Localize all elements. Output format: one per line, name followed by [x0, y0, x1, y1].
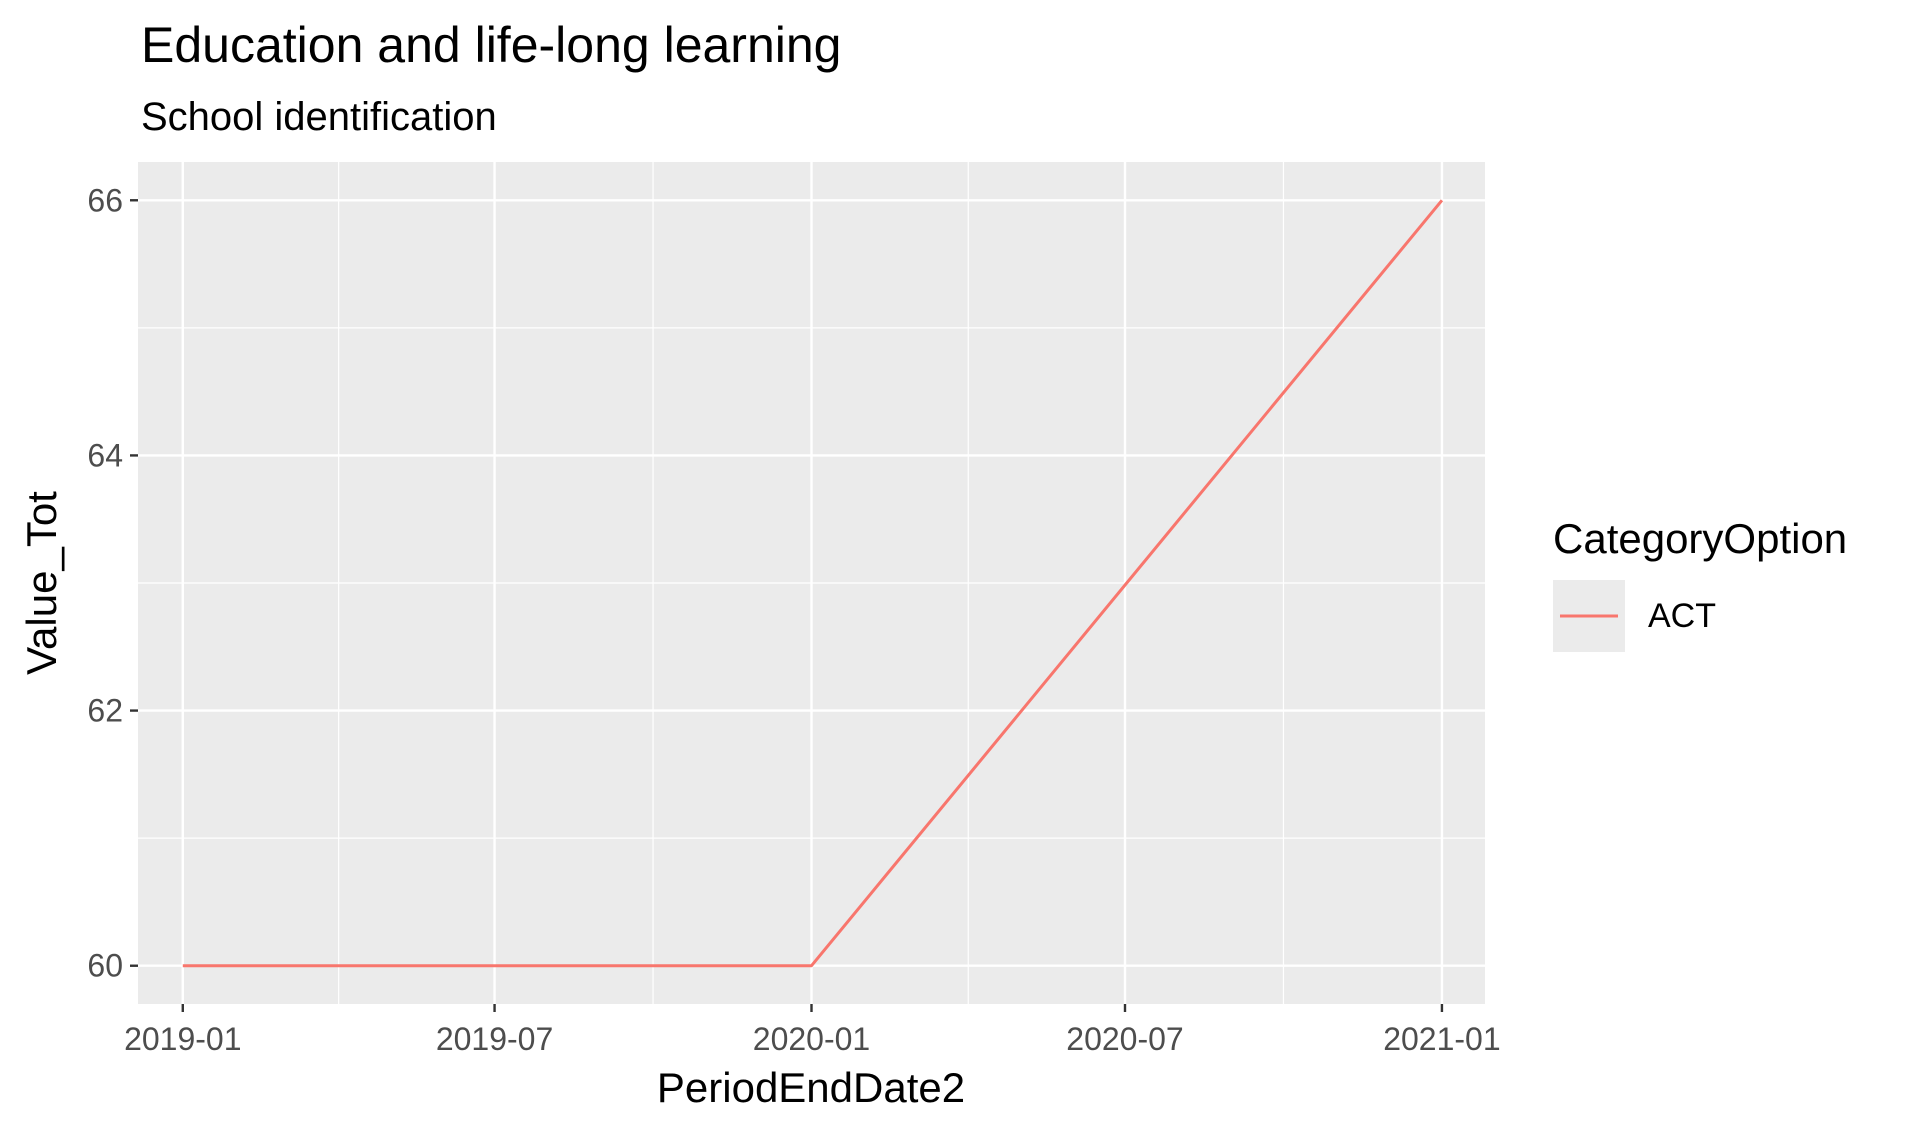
- y-axis-label: Value_Tot: [18, 491, 65, 675]
- x-tick-label: 2021-01: [1383, 1021, 1500, 1057]
- legend-label: ACT: [1648, 597, 1716, 635]
- y-axis: 60 62 64 66: [87, 182, 138, 984]
- x-tick-label: 2019-01: [124, 1021, 241, 1057]
- y-tick-label: 62: [87, 693, 123, 729]
- chart-subtitle: School identification: [141, 95, 497, 139]
- y-tick-label: 64: [87, 437, 123, 473]
- series-lines: [182, 199, 1444, 968]
- chart-title: Education and life-long learning: [141, 17, 842, 73]
- y-tick-label: 60: [87, 948, 123, 984]
- x-tick-label: 2020-07: [1066, 1021, 1183, 1057]
- legend-title: CategoryOption: [1553, 515, 1847, 562]
- y-tick-label: 66: [87, 182, 123, 218]
- x-axis: 2019-01 2019-07 2020-01 2020-07 2021-01: [124, 1004, 1501, 1057]
- x-tick-label: 2019-07: [436, 1021, 553, 1057]
- x-tick-label: 2020-01: [753, 1021, 870, 1057]
- legend: CategoryOption ACT: [1553, 515, 1847, 652]
- x-axis-label: PeriodEndDate2: [657, 1064, 965, 1111]
- series-line-act: [182, 199, 1444, 968]
